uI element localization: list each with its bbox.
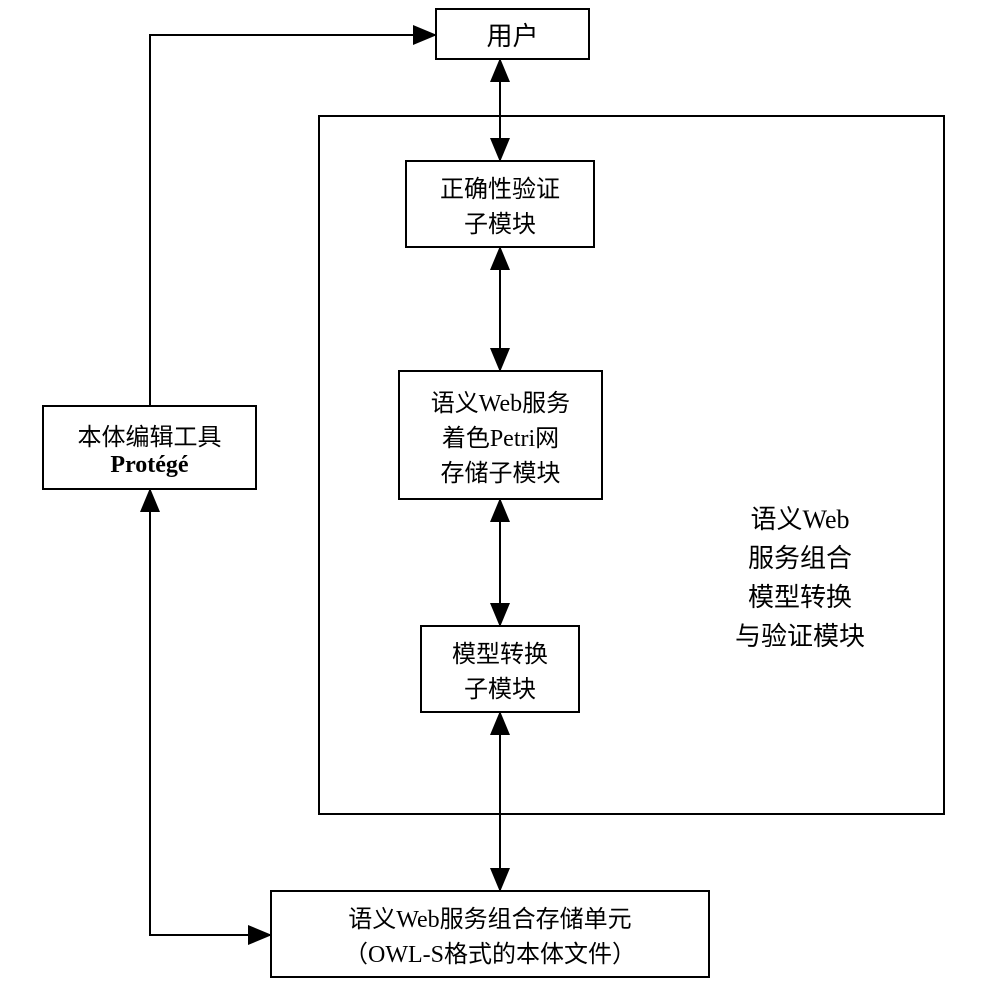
ontology-tool-line1: 本体编辑工具 — [78, 417, 222, 452]
side-label-line1: 语义Web — [735, 500, 865, 539]
side-label-line2: 服务组合 — [735, 539, 865, 578]
petri-line3: 存储子模块 — [431, 453, 570, 488]
owl-storage-node: 语义Web服务组合存储单元 （OWL-S格式的本体文件） — [270, 890, 710, 978]
side-label-line4: 与验证模块 — [735, 617, 865, 656]
ontology-tool-line2: Protégé — [78, 452, 222, 479]
owl-line1: 语义Web服务组合存储单元 — [344, 899, 636, 934]
side-label-line3: 模型转换 — [735, 578, 865, 617]
owl-line2: （OWL-S格式的本体文件） — [344, 934, 636, 969]
transform-line1: 模型转换 — [452, 634, 548, 669]
verification-line1: 正确性验证 — [440, 169, 560, 204]
arrow-tool-owl — [150, 490, 270, 935]
petri-storage-node: 语义Web服务 着色Petri网 存储子模块 — [398, 370, 603, 500]
module-side-label: 语义Web 服务组合 模型转换 与验证模块 — [735, 500, 865, 656]
transform-line2: 子模块 — [452, 669, 548, 704]
user-node: 用户 — [435, 8, 590, 60]
verification-line2: 子模块 — [440, 204, 560, 239]
ontology-tool-content: 本体编辑工具 Protégé — [78, 417, 222, 479]
petri-content: 语义Web服务 着色Petri网 存储子模块 — [431, 383, 570, 488]
model-transform-node: 模型转换 子模块 — [420, 625, 580, 713]
petri-line2: 着色Petri网 — [431, 418, 570, 453]
petri-line1: 语义Web服务 — [431, 383, 570, 418]
verification-node: 正确性验证 子模块 — [405, 160, 595, 248]
verification-content: 正确性验证 子模块 — [440, 169, 560, 239]
owl-content: 语义Web服务组合存储单元 （OWL-S格式的本体文件） — [344, 899, 636, 969]
user-label: 用户 — [486, 16, 538, 53]
ontology-tool-node: 本体编辑工具 Protégé — [42, 405, 257, 490]
transform-content: 模型转换 子模块 — [452, 634, 548, 704]
